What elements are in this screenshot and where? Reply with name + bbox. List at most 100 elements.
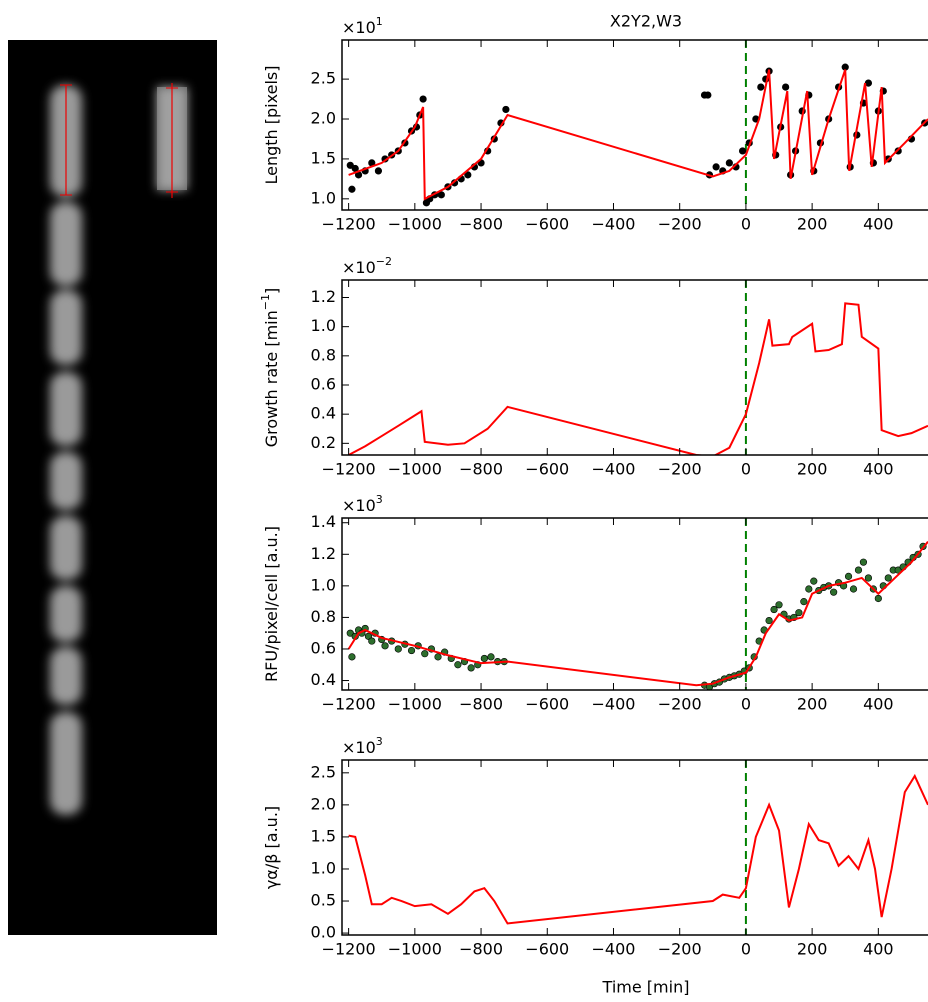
data-point	[795, 609, 803, 617]
y-tick-label: 1.0	[311, 575, 336, 594]
x-tick-label: −400	[592, 460, 636, 479]
data-point	[464, 171, 472, 179]
y-tick-label: 0.0	[311, 923, 336, 942]
x-tick-label: 200	[797, 215, 828, 234]
x-tick-label: 400	[863, 695, 894, 714]
multiplier-exponent: 1	[376, 15, 383, 28]
data-point	[757, 83, 765, 91]
chart-panel: −1200 −1000 −800 −600 −400 −200 0 200 400 0.0 0.5 1…	[262, 735, 928, 997]
data-point	[849, 585, 858, 593]
y-axis-label-sup: −1	[259, 294, 272, 310]
y-tick-label: 2.0	[311, 794, 336, 813]
y-axis-label: Growth rate [min−1]	[259, 288, 281, 447]
data-point	[782, 83, 790, 91]
multiplier-exponent: 3	[376, 735, 383, 748]
y-tick-label: 1.2	[311, 544, 336, 563]
microscopy-image	[8, 40, 217, 935]
y-axis-label: γα/β [a.u.]	[262, 806, 281, 889]
data-point	[394, 645, 402, 653]
data-line	[348, 69, 928, 201]
data-line	[347, 541, 928, 687]
axes-frame	[341, 759, 928, 936]
y-tick-label: 1.5	[311, 826, 336, 845]
x-tick-label: −800	[459, 695, 503, 714]
x-tick-label: −400	[592, 940, 636, 959]
y-tick-label: 0.4	[311, 404, 336, 423]
x-tick-label: −200	[658, 215, 702, 234]
y-tick-label: 1.0	[311, 858, 336, 877]
y-axis-label-text: Length [pixels]	[262, 66, 281, 185]
y-tick-label: 0.4	[311, 670, 336, 689]
data-point	[874, 594, 882, 603]
multiplier-base: ×10	[342, 258, 376, 277]
x-tick-label: −1200	[322, 460, 376, 479]
x-tick-label: 400	[863, 215, 894, 234]
data-point	[348, 185, 356, 193]
x-tick-label: −1000	[388, 695, 442, 714]
data-point	[864, 574, 873, 582]
y-tick-label: 1.0	[311, 188, 336, 207]
x-tick-label: −800	[459, 940, 503, 959]
multiplier-base: ×10	[342, 18, 376, 37]
x-tick-label: −200	[658, 695, 702, 714]
y-tick-label: 0.8	[311, 607, 336, 626]
data-point	[704, 91, 712, 99]
axes-frame	[341, 39, 928, 211]
y-tick-label: 2.0	[311, 109, 336, 128]
x-tick-label: −600	[525, 940, 569, 959]
data-point	[810, 577, 818, 585]
data-point	[421, 650, 429, 658]
x-tick-label: −1000	[388, 460, 442, 479]
y-tick-label: 1.4	[311, 512, 336, 531]
y-tick-label: 2.5	[311, 762, 336, 781]
data-point	[467, 664, 475, 672]
x-tick-label: −1200	[322, 940, 376, 959]
chart-panel: −1200 −1000 −800 −600 −400 −200 0 200 400 1.0 1.5 2…	[262, 12, 928, 234]
data-point	[800, 598, 808, 606]
x-tick-label: 200	[797, 460, 828, 479]
chart-panel: −1200 −1000 −800 −600 −400 −200 0 200 400 0.2 0.4 0…	[259, 255, 928, 479]
data-point	[381, 642, 389, 650]
x-tick-label: −1000	[388, 940, 442, 959]
y-tick-label: 0.5	[311, 891, 336, 910]
y-axis-label: RFU/pixel/cell [a.u.]	[262, 526, 281, 682]
y-tick-label: 1.2	[311, 287, 336, 306]
y-tick-label: 1.5	[311, 148, 336, 167]
y-axis-label: Length [pixels]	[262, 66, 281, 185]
multiplier-base: ×10	[342, 738, 376, 757]
data-point	[805, 585, 813, 593]
data-point	[346, 161, 354, 169]
data-point	[480, 654, 488, 663]
x-tick-label: −200	[658, 460, 702, 479]
x-tick-label: 400	[863, 940, 894, 959]
axis-multiplier: ×103	[342, 735, 383, 757]
y-tick-label: 0.6	[311, 638, 336, 657]
y-axis-label-text: Growth rate [min	[262, 310, 281, 447]
data-point	[854, 566, 863, 574]
chart-panel: −1200 −1000 −800 −600 −400 −200 0 200 400 0.4 0.6 0…	[262, 493, 928, 714]
data-point	[712, 163, 720, 171]
data-point	[487, 653, 495, 661]
data-point	[725, 159, 733, 167]
x-tick-label: 200	[797, 940, 828, 959]
data-point	[775, 601, 783, 609]
data-point	[454, 661, 462, 669]
y-tick-label: 0.8	[311, 345, 336, 364]
x-tick-label: −800	[459, 215, 503, 234]
axis-multiplier: ×10−2	[342, 255, 392, 277]
y-axis-label-text: RFU/pixel/cell [a.u.]	[262, 526, 281, 682]
data-point	[348, 653, 356, 661]
x-tick-label: −800	[459, 460, 503, 479]
data-point	[765, 616, 773, 625]
data-point	[738, 147, 747, 155]
y-tick-label: 1.0	[311, 316, 336, 335]
data-point	[419, 95, 427, 103]
multiplier-exponent: −2	[376, 255, 392, 268]
data-line	[348, 302, 928, 455]
plot-area	[346, 518, 928, 690]
axes-frame	[341, 279, 928, 456]
x-tick-label: 200	[797, 695, 828, 714]
axis-multiplier: ×101	[342, 15, 383, 37]
y-tick-label: 0.2	[311, 433, 336, 452]
data-point	[859, 558, 868, 566]
